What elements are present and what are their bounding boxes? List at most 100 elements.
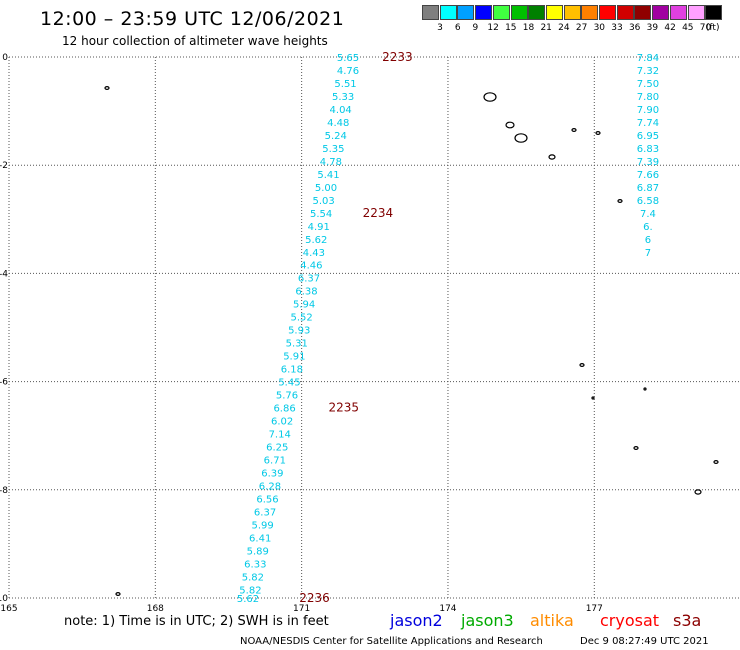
island-outline [595,131,601,136]
wave-height-point: 7.74 [637,118,659,129]
wave-height-point: 7.14 [269,430,291,441]
wave-height-point: 7.32 [637,66,659,77]
time-label: 2236 [299,591,330,605]
wave-height-point: 5.41 [317,170,339,181]
scale-label: 70 [699,23,712,33]
scale-label: 42 [664,23,676,33]
time-label: 2235 [328,401,359,415]
scale-label: 27 [575,23,588,33]
scale-label: 18 [522,23,535,33]
scale-swatch [492,5,510,20]
wave-height-values: 5.65 4.76 5.51 5.33 4.04 4.48 5.24 5.35 4.78 5.41… [237,53,659,605]
y-tick-label: -8 [0,486,8,496]
island-outline [483,92,497,102]
island-outline [591,396,595,400]
scale-label: 21 [540,23,552,33]
wave-height-point: 4.04 [330,105,352,116]
coastline-islands [104,85,719,596]
wave-height-point: 6.28 [259,481,281,492]
time-label: 2234 [363,206,394,220]
scale-swatch [634,5,652,20]
scale-label: 9 [472,23,479,33]
island-outline [643,387,647,391]
wave-height-point: 4.76 [337,66,359,77]
time-stamp-labels: 2233223422352236170 [299,50,413,605]
wave-height-point: 5.35 [322,144,344,155]
scale-swatch [687,5,705,20]
wave-height-point: 5.45 [278,378,300,389]
wave-height-point: 5.62 [305,235,327,246]
y-tick-label: -2 [0,161,8,171]
island-outline [548,154,556,160]
wave-height-point: 4.43 [303,248,325,259]
scale-swatch [439,5,457,20]
y-tick-label: -6 [0,378,8,388]
scale-swatch [669,5,687,20]
island-outline [104,85,110,90]
scale-label: 36 [628,23,641,33]
wave-height-point: 5.54 [310,209,332,220]
x-tick-label: 177 [586,604,603,614]
wave-height-point: 5.62 [237,594,259,605]
wave-height-point: 7.39 [637,157,659,168]
wave-height-point: 5.52 [291,313,313,324]
wave-height-point: 5.65 [337,53,359,64]
wave-height-point: 5.94 [293,300,315,311]
scale-label: 24 [558,23,570,33]
wave-height-point: 5.76 [276,391,298,402]
wave-height-point: 6.18 [281,365,303,376]
x-tick-label: 165 [0,604,17,614]
wave-height-point: 5.91 [283,352,305,363]
wave-height-point: 7.50 [637,79,659,90]
y-tick-label: -4 [0,269,8,279]
grid-lines [8,56,740,599]
island-outline [713,460,719,465]
island-outline [633,446,639,451]
scale-label: 39 [646,23,659,33]
scale-swatch [510,5,528,20]
wave-height-point: 6.37 [254,507,276,518]
wave-height-point: 6.56 [256,494,278,505]
scale-swatch [599,5,616,20]
wave-height-point: 6.33 [244,559,266,570]
sat-label-jason2: jason2 [390,611,443,630]
scale-label: 45 [682,23,694,33]
sat-label-altika: altika [530,611,574,630]
island-outline [617,199,623,204]
axis-tick-labels: 165 168 171 174 177 0 -2 -4 -6 -8 -10 [0,53,603,614]
wave-height-point: 6.87 [637,183,659,194]
time-label: 2233 [382,50,413,64]
sat-label-jason3: jason3 [461,611,514,630]
wave-height-point: 7.84 [637,53,659,64]
wave-height-point: 6. [643,222,653,233]
scale-swatch [528,5,546,20]
generation-timestamp: Dec 9 08:27:49 UTC 2021 [580,636,709,647]
chart-title: 12:00 – 23:59 UTC 12/06/2021 [40,8,345,30]
scale-swatch [581,5,599,20]
wave-height-point: 6.37 [298,274,320,285]
y-tick-label: -10 [0,594,8,604]
scale-swatch [457,5,475,20]
wave-height-point: 5.89 [247,546,269,557]
scale-label: 3 [437,23,443,33]
island-outline [694,489,702,495]
wave-height-point: 5.93 [288,326,310,337]
island-outline [571,128,577,133]
scale-label: 30 [593,23,606,33]
sat-label-cryosat: cryosat [600,611,660,630]
wave-height-point: 4.78 [320,157,342,168]
island-outline [115,591,121,596]
island-outline [579,363,585,368]
wave-height-point: 7.4 [640,209,656,220]
wave-height-point: 6.38 [295,287,317,298]
island-outline [514,133,528,143]
wave-height-point: 7.90 [637,105,659,116]
wave-height-point: 6.39 [261,468,283,479]
wave-height-point: 7.66 [637,170,659,181]
sat-label-s3a: s3a [673,611,702,630]
wave-height-point: 6.95 [637,131,659,142]
wave-height-point: 6.83 [637,144,659,155]
wave-height-point: 5.51 [334,79,356,90]
scale-swatch [705,5,723,20]
